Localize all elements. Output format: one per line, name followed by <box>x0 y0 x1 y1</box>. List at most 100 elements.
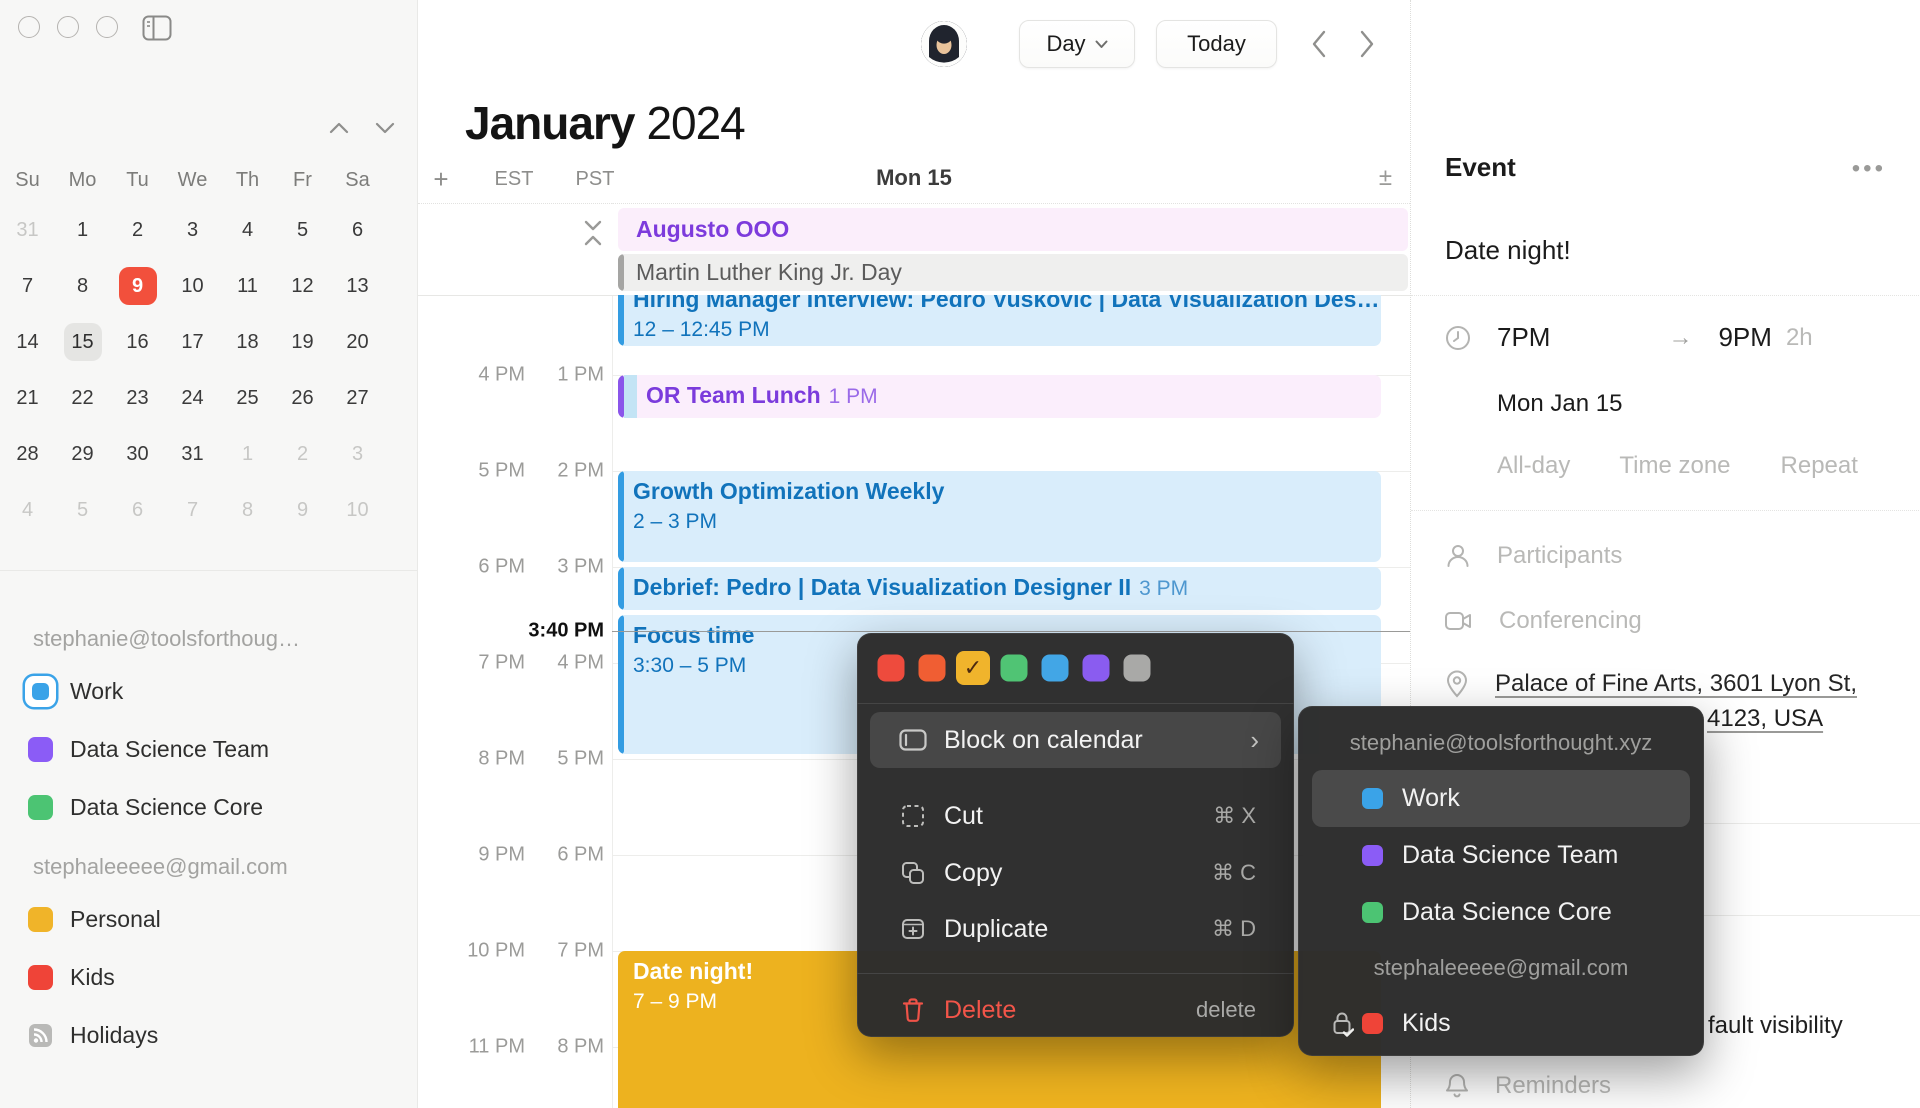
minical-day[interactable]: 2 <box>275 426 330 482</box>
minical-day[interactable]: 30 <box>110 426 165 482</box>
minical-day[interactable]: 20 <box>330 314 385 370</box>
today-button[interactable]: Today <box>1156 20 1277 68</box>
minical-day[interactable]: 19 <box>275 314 330 370</box>
event-block[interactable]: Growth Optimization Weekly 2 – 3 PM <box>618 471 1381 562</box>
timezone-label-est[interactable]: EST <box>494 168 534 190</box>
minical-day[interactable]: 28 <box>0 426 55 482</box>
color-swatch[interactable] <box>918 654 946 682</box>
add-timezone-icon[interactable]: + <box>433 164 449 194</box>
minical-day[interactable]: 9 <box>275 482 330 538</box>
event-block[interactable]: Debrief: Pedro | Data Visualization Desi… <box>618 567 1381 610</box>
allday-event[interactable]: Martin Luther King Jr. Day <box>618 254 1408 291</box>
close-window-button[interactable] <box>18 16 40 38</box>
event-block[interactable]: OR Team Lunch 1 PM <box>618 375 1381 418</box>
minical-day[interactable]: 6 <box>330 202 385 258</box>
sidebar-calendar-kids[interactable]: Kids <box>0 948 418 1006</box>
minical-day[interactable]: 5 <box>55 482 110 538</box>
color-swatch[interactable] <box>1041 654 1069 682</box>
more-options-icon[interactable]: ••• <box>1851 155 1886 182</box>
minimize-window-button[interactable] <box>57 16 79 38</box>
minical-day[interactable]: 9 <box>110 258 165 314</box>
minical-day[interactable]: 10 <box>330 482 385 538</box>
minical-day[interactable]: 4 <box>0 482 55 538</box>
minical-day[interactable]: 14 <box>0 314 55 370</box>
minical-day[interactable]: 12 <box>275 258 330 314</box>
minical-day[interactable]: 18 <box>220 314 275 370</box>
minical-day[interactable]: 17 <box>165 314 220 370</box>
end-time[interactable]: 9PM <box>1718 322 1772 352</box>
minical-day[interactable]: 16 <box>110 314 165 370</box>
minical-day[interactable]: 22 <box>55 370 110 426</box>
toggle-sidebar-icon[interactable] <box>142 15 172 41</box>
repeat-option[interactable]: Repeat <box>1780 452 1858 479</box>
minical-day[interactable]: 2 <box>110 202 165 258</box>
submenu-calendar-work[interactable]: Work <box>1312 770 1690 827</box>
color-swatch[interactable] <box>1123 654 1151 682</box>
minical-day[interactable]: 7 <box>165 482 220 538</box>
color-swatch[interactable] <box>1082 654 1110 682</box>
minical-day[interactable]: 24 <box>165 370 220 426</box>
minical-day[interactable]: 7 <box>0 258 55 314</box>
timezone-label-pst[interactable]: PST <box>575 168 615 190</box>
minical-day[interactable]: 1 <box>55 202 110 258</box>
minical-day[interactable]: 27 <box>330 370 385 426</box>
color-swatch[interactable] <box>1000 654 1028 682</box>
sidebar-calendar-data-science-team[interactable]: Data Science Team <box>0 720 418 778</box>
color-swatch-selected[interactable]: ✓ <box>956 651 990 685</box>
minical-day[interactable]: 29 <box>55 426 110 482</box>
conferencing-row[interactable]: Conferencing <box>1445 607 1642 635</box>
minical-day[interactable]: 13 <box>330 258 385 314</box>
minical-day[interactable]: 6 <box>110 482 165 538</box>
sidebar-calendar-personal[interactable]: Personal <box>0 890 418 948</box>
minical-day[interactable]: 31 <box>0 202 55 258</box>
minical-day[interactable]: 15 <box>55 314 110 370</box>
minical-day[interactable]: 25 <box>220 370 275 426</box>
submenu-calendar-kids[interactable]: Kids <box>1312 995 1690 1052</box>
sidebar-calendar-work[interactable]: Work <box>0 662 418 720</box>
minical-day[interactable]: 23 <box>110 370 165 426</box>
submenu-calendar-data science team[interactable]: Data Science Team <box>1312 827 1690 884</box>
zoom-window-button[interactable] <box>96 16 118 38</box>
minical-prev-month-icon[interactable] <box>329 122 349 134</box>
minical-day[interactable]: 5 <box>275 202 330 258</box>
menu-item-delete[interactable]: Delete delete <box>870 982 1281 1038</box>
start-time[interactable]: 7PM <box>1497 322 1551 352</box>
sidebar-calendar-data-science-core[interactable]: Data Science Core <box>0 778 418 836</box>
menu-item-block-on-calendar[interactable]: Block on calendar › <box>870 712 1281 768</box>
minical-day[interactable]: 31 <box>165 426 220 482</box>
allday-toggle[interactable]: All-day <box>1497 452 1571 479</box>
minical-day[interactable]: 26 <box>275 370 330 426</box>
sidebar-calendar-holidays[interactable]: Holidays <box>0 1006 418 1064</box>
menu-item-duplicate[interactable]: Duplicate ⌘ D <box>870 901 1281 957</box>
location-row[interactable]: Palace of Fine Arts, 3601 Lyon St, <box>1445 670 1857 698</box>
collapse-allday-icon[interactable] <box>582 218 604 248</box>
location-link[interactable]: Palace of Fine Arts, 3601 Lyon St, <box>1495 670 1857 697</box>
reminders-row[interactable]: Reminders <box>1445 1072 1611 1100</box>
minical-day[interactable]: 1 <box>220 426 275 482</box>
prev-day-icon[interactable] <box>1311 30 1327 58</box>
date-row[interactable]: Mon Jan 15 <box>1497 390 1622 418</box>
minical-day[interactable]: 8 <box>220 482 275 538</box>
minical-day[interactable]: 3 <box>330 426 385 482</box>
menu-item-copy[interactable]: Copy ⌘ C <box>870 845 1281 901</box>
minical-day[interactable]: 3 <box>165 202 220 258</box>
avatar[interactable] <box>921 21 967 67</box>
color-swatch[interactable] <box>877 654 905 682</box>
allday-event[interactable]: Augusto OOO <box>618 208 1408 251</box>
menu-item-cut[interactable]: Cut ⌘ X <box>870 788 1281 844</box>
density-icon[interactable]: ± <box>1378 164 1392 191</box>
visibility-label-fragment[interactable]: fault visibility <box>1708 1012 1843 1039</box>
event-title-field[interactable]: Date night! <box>1445 235 1571 265</box>
minical-day[interactable]: 4 <box>220 202 275 258</box>
timezone-option[interactable]: Time zone <box>1619 452 1731 479</box>
minical-next-month-icon[interactable] <box>375 122 395 134</box>
minical-day[interactable]: 8 <box>55 258 110 314</box>
submenu-calendar-data science core[interactable]: Data Science Core <box>1312 884 1690 941</box>
location-link-line2[interactable]: 4123, USA <box>1707 705 1824 732</box>
minical-day[interactable]: 11 <box>220 258 275 314</box>
next-day-icon[interactable] <box>1359 30 1375 58</box>
view-selector-button[interactable]: Day <box>1019 20 1135 68</box>
participants-row[interactable]: Participants <box>1445 542 1622 570</box>
minical-day[interactable]: 10 <box>165 258 220 314</box>
minical-day[interactable]: 21 <box>0 370 55 426</box>
